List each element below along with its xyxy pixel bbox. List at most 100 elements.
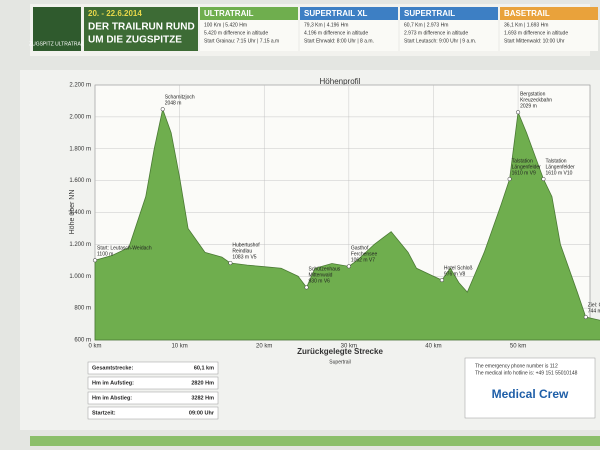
race-head bbox=[400, 7, 498, 20]
tagline: UM DIE ZUGSPITZE bbox=[88, 35, 182, 46]
race-head bbox=[500, 7, 598, 20]
annotation: 2029 m bbox=[520, 104, 537, 110]
waypoint bbox=[583, 315, 588, 320]
race-line: Start Mittenwald: 10:00 Uhr bbox=[504, 38, 565, 44]
annotation: Scharnitzjoch bbox=[165, 95, 195, 101]
waypoint bbox=[160, 107, 165, 112]
race-head bbox=[200, 7, 298, 20]
contact-box bbox=[464, 357, 596, 419]
profile-area bbox=[94, 107, 600, 341]
race-line: 1.693 m difference in altitude bbox=[504, 30, 568, 36]
annotation: Kreuzeckbahn bbox=[520, 98, 552, 104]
y-tick-label: 600 m bbox=[74, 338, 91, 344]
race-head bbox=[300, 7, 398, 20]
annotation: 744 m bbox=[588, 308, 600, 314]
y-tick-label: 1.400 m bbox=[69, 210, 91, 216]
annotation: Mittenwald bbox=[309, 273, 333, 279]
race-name: SUPERTRAIL XL bbox=[304, 9, 368, 18]
logo-box bbox=[33, 7, 81, 51]
race-name: BASETRAIL bbox=[504, 9, 550, 18]
chart-title: Höhenprofil bbox=[320, 77, 361, 86]
annotation: Talstation bbox=[512, 158, 533, 164]
race-name: SUPERTRAIL bbox=[404, 9, 455, 18]
annotation: Hotel Schloß bbox=[444, 265, 473, 271]
waypoint bbox=[228, 260, 233, 266]
annotation: 1610 m V9 bbox=[512, 170, 536, 176]
stat-label: Hm im Abstieg: bbox=[92, 395, 132, 401]
emergency-text: The emergency phone number is 112 bbox=[475, 363, 558, 369]
x-tick-label: 50 km bbox=[510, 344, 526, 350]
race-name: ULTRATRAIL bbox=[204, 9, 254, 18]
annotation: 976 m V8 bbox=[444, 271, 466, 277]
date: 20. - 22.6.2014 bbox=[88, 9, 142, 18]
annotation: Bergstation bbox=[520, 92, 546, 98]
logo-text: ZUGSPITZ ULTRATRAIL bbox=[29, 41, 85, 47]
annotation: 1062 m V7 bbox=[351, 258, 375, 264]
waypoint bbox=[541, 176, 546, 182]
x-tick-label: 10 km bbox=[171, 344, 187, 350]
y-tick-label: 1.000 m bbox=[69, 274, 91, 280]
x-axis-label: Zurückgelegte Strecke bbox=[297, 347, 383, 356]
waypoint bbox=[516, 110, 521, 115]
y-tick-label: 1.800 m bbox=[69, 146, 91, 152]
y-tick-label: 1.200 m bbox=[69, 242, 91, 248]
waypoint bbox=[507, 176, 512, 182]
footer-strip bbox=[30, 436, 600, 446]
stat-value: 09:00 Uhr bbox=[189, 410, 215, 416]
annotation: 1610 m V10 bbox=[545, 170, 572, 176]
brand: Medical Crew bbox=[492, 387, 569, 401]
annotation: 1100 m bbox=[97, 252, 113, 258]
race-line: 79,3 Km | 4.196 Hm bbox=[304, 22, 348, 28]
stat-value: 60,1 km bbox=[194, 365, 214, 371]
waypoint bbox=[304, 285, 309, 290]
annotation: 1083 m V5 bbox=[232, 254, 256, 260]
race-line: 4.196 m difference in altitude bbox=[304, 30, 368, 36]
annotation: Hubertushof bbox=[232, 242, 260, 248]
y-axis-label: Höhe über NN bbox=[69, 190, 76, 235]
hotline-text: The medical info hotline is: +49 151 550… bbox=[475, 370, 578, 376]
waypoint bbox=[92, 258, 98, 263]
race-line: 60,7 Km | 2.973 Hm bbox=[404, 22, 448, 28]
annotation: Gasthof bbox=[351, 246, 369, 252]
race-line: Start Ehrwald: 8:00 Uhr | 8 a.m. bbox=[304, 38, 374, 44]
race-line: 100 Km | 5.420 Hm bbox=[204, 22, 247, 28]
x-tick-label: 20 km bbox=[256, 344, 272, 350]
stat-row bbox=[87, 361, 219, 375]
stat-value: 3282 Hm bbox=[191, 395, 214, 401]
annotation: 2048 m bbox=[165, 101, 182, 107]
annotation: Ziel: Grainau bbox=[588, 302, 600, 308]
stat-value: 2820 Hm bbox=[191, 380, 214, 386]
stat-label: Hm im Aufstieg: bbox=[92, 380, 134, 386]
stat-row bbox=[87, 406, 219, 420]
annotation: Längenfelder bbox=[512, 164, 542, 170]
race-line: 2.973 m difference in altitude bbox=[404, 30, 468, 36]
annotation: Start: Leutasch-Weidach bbox=[97, 246, 152, 252]
x-tick-label: 30 km bbox=[341, 344, 357, 350]
annotation: Schützenhaus bbox=[309, 267, 341, 273]
y-tick-label: 2.000 m bbox=[69, 114, 91, 120]
stat-label: Gesamtstrecke: bbox=[92, 365, 133, 371]
annotation: Reindlau bbox=[232, 248, 252, 254]
annotation: Längenfelder bbox=[545, 164, 575, 170]
stat-row bbox=[87, 376, 219, 390]
annotation: Talstation bbox=[545, 158, 566, 164]
tagline: DER TRAILRUN RUND bbox=[88, 22, 195, 33]
x-tick-label: 40 km bbox=[425, 344, 441, 350]
tagline-box bbox=[84, 7, 198, 51]
race-line: 36,1 Km | 1.693 Hm bbox=[504, 22, 548, 28]
waypoint bbox=[346, 264, 351, 269]
stat-row bbox=[87, 391, 219, 405]
x-tick-label: 0 km bbox=[88, 344, 101, 350]
y-tick-label: 2.200 m bbox=[69, 83, 91, 89]
stat-label: Startzeit: bbox=[92, 410, 116, 416]
race-line: 5.420 m difference in altitude bbox=[204, 30, 268, 36]
race-line: Start Grainau: 7:15 Uhr | 7.15 a.m bbox=[204, 38, 279, 44]
y-tick-label: 1.600 m bbox=[69, 178, 91, 184]
race-line: Start Leutasch: 9:00 Uhr | 9 a.m. bbox=[404, 38, 476, 44]
annotation: Ferchensee bbox=[351, 252, 378, 258]
waypoint bbox=[439, 278, 444, 283]
y-tick-label: 800 m bbox=[74, 306, 91, 312]
annotation: 930 m V6 bbox=[309, 279, 331, 285]
